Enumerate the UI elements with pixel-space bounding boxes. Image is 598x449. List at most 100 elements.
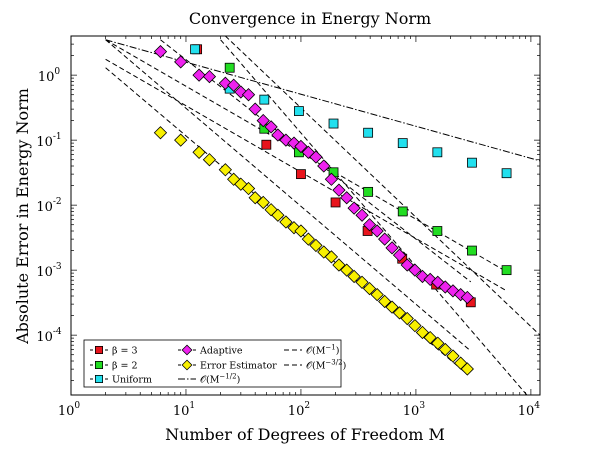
data-point	[330, 197, 341, 208]
data-point	[431, 336, 445, 350]
data-point	[95, 360, 104, 369]
data-point	[218, 163, 232, 177]
data-point	[294, 139, 308, 154]
data-point	[370, 287, 384, 302]
data-point	[192, 68, 206, 82]
x-tick-label: 100	[58, 401, 81, 419]
data-point	[340, 191, 354, 205]
data-point	[355, 275, 369, 289]
legend-label: 𝒪(M−3/2)	[306, 359, 346, 372]
data-point	[256, 195, 270, 210]
data-point	[400, 258, 414, 272]
x-tick-label: 102	[288, 401, 310, 419]
data-point	[432, 226, 443, 236]
data-point	[392, 306, 407, 320]
y-tick-label: 10-3	[36, 262, 62, 280]
data-point	[363, 186, 374, 197]
data-point	[301, 232, 315, 246]
data-point	[423, 330, 437, 345]
data-point	[202, 69, 217, 84]
data-point	[181, 344, 193, 356]
data-point	[224, 62, 235, 73]
legend: β = 3 β = 2 Uniform Adaptive Error Estimator…	[83, 339, 346, 388]
data-point	[385, 300, 399, 314]
data-point	[294, 224, 308, 238]
data-point	[271, 128, 285, 142]
data-point	[385, 241, 399, 255]
data-point	[378, 232, 392, 246]
legend-label: Uniform	[112, 375, 152, 386]
data-point	[363, 127, 374, 138]
data-point	[218, 76, 232, 90]
data-point	[362, 218, 377, 232]
data-point	[95, 374, 104, 383]
data-point	[279, 133, 293, 147]
data-point	[324, 172, 339, 186]
reference-line	[105, 39, 540, 162]
data-point	[501, 168, 512, 179]
reference-line	[105, 39, 472, 352]
data-point	[467, 245, 477, 256]
y-tick-label: 10-2	[36, 197, 61, 215]
x-tick-label: 104	[518, 401, 541, 419]
data-point	[271, 208, 285, 222]
data-point	[340, 263, 354, 277]
y-tick-label: 10-1	[36, 132, 61, 150]
data-point	[192, 145, 206, 159]
data-point	[438, 342, 452, 357]
data-point	[408, 263, 422, 277]
data-point	[248, 102, 262, 116]
y-axis-label: Absolute Error in Energy Norm	[13, 88, 32, 345]
data-point	[301, 145, 315, 159]
data-point	[370, 224, 384, 238]
legend-label: Adaptive	[199, 346, 243, 357]
data-point	[294, 106, 304, 116]
data-point	[241, 181, 256, 196]
x-tick-label: 101	[173, 401, 195, 419]
data-point	[332, 183, 346, 197]
data-point	[397, 138, 408, 149]
y-tick-label: 10-4	[36, 327, 62, 345]
legend-label: 𝒪(M−1/2)	[200, 373, 240, 386]
y-tick-label: 100	[38, 67, 61, 85]
data-point	[153, 44, 168, 59]
x-axis-label: Number of Degrees of Freedom M	[165, 425, 445, 444]
data-point	[501, 265, 512, 276]
reference-line	[105, 58, 507, 292]
chart-title: Convergence in Energy Norm	[189, 9, 431, 28]
data-point	[467, 157, 477, 168]
data-point	[317, 159, 331, 173]
data-point	[259, 94, 270, 105]
data-point	[181, 359, 193, 371]
legend-label: β = 3	[112, 346, 138, 357]
data-point	[190, 44, 200, 55]
data-point	[415, 325, 430, 340]
data-markers	[153, 44, 512, 376]
data-point	[309, 150, 323, 164]
data-point	[95, 345, 104, 354]
data-point	[256, 113, 270, 128]
data-point	[174, 55, 188, 69]
data-point	[392, 248, 407, 262]
data-point	[264, 120, 278, 134]
data-point	[460, 290, 474, 305]
data-point	[324, 250, 339, 264]
data-point	[460, 362, 474, 376]
axis-ticks	[70, 35, 540, 395]
data-point	[328, 118, 339, 129]
x-tick-label: 103	[403, 401, 426, 419]
data-point	[248, 191, 262, 205]
data-point	[347, 269, 361, 284]
data-point	[355, 208, 369, 222]
data-point	[378, 294, 392, 309]
legend-label: β = 2	[112, 361, 138, 372]
data-point	[332, 258, 346, 272]
legend-label: Error Estimator	[200, 361, 277, 372]
data-point	[174, 133, 188, 147]
legend-label: 𝒪(M−1)	[306, 344, 339, 357]
data-point	[227, 78, 241, 92]
legend-box	[83, 339, 342, 388]
data-point	[347, 201, 361, 215]
reference-line	[220, 39, 528, 395]
